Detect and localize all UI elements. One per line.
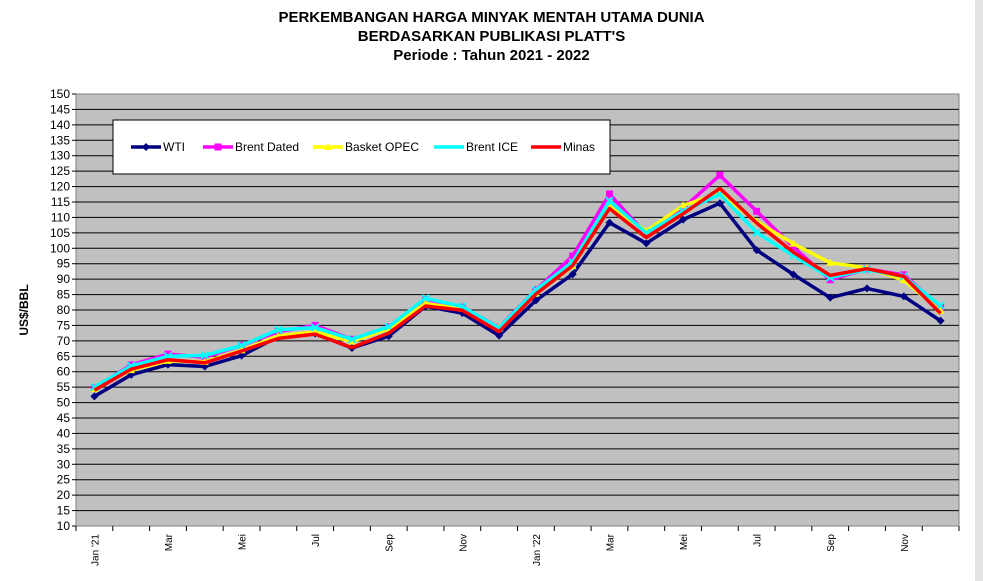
x-tick-label: Sep bbox=[826, 534, 837, 552]
legend-marker bbox=[324, 143, 332, 150]
data-point bbox=[826, 258, 835, 266]
data-point bbox=[679, 201, 688, 209]
series-line-4 bbox=[93, 192, 942, 389]
data-point bbox=[421, 294, 430, 303]
data-point bbox=[826, 276, 834, 284]
data-point bbox=[201, 353, 209, 361]
y-tick-label: 145 bbox=[50, 102, 70, 116]
chart-title: PERKEMBANGAN HARGA MINYAK MENTAH UTAMA D… bbox=[0, 8, 983, 65]
chart-title-line-2: BERDASARKAN PUBLIKASI PLATT'S bbox=[357, 28, 626, 45]
data-point bbox=[789, 270, 798, 279]
chart-title-line-3: Periode : Tahun 2021 - 2022 bbox=[393, 47, 590, 64]
data-point bbox=[752, 228, 761, 237]
y-tick-label: 35 bbox=[57, 442, 71, 456]
y-tick-label: 105 bbox=[50, 226, 70, 240]
data-point bbox=[753, 207, 761, 215]
y-tick-label: 75 bbox=[57, 318, 71, 332]
data-point bbox=[605, 218, 614, 227]
legend-label: Brent ICE bbox=[466, 140, 518, 154]
series-line-5 bbox=[93, 186, 942, 392]
legend-label: Basket OPEC bbox=[345, 140, 419, 154]
y-tick-label: 50 bbox=[57, 396, 71, 410]
data-point bbox=[789, 243, 797, 251]
y-tick-label: 135 bbox=[50, 133, 70, 147]
x-tick-label: Sep bbox=[385, 534, 396, 552]
data-point bbox=[90, 392, 99, 401]
legend-label: Brent Dated bbox=[235, 140, 299, 154]
data-point bbox=[605, 190, 613, 198]
y-tick-label: 80 bbox=[57, 303, 71, 317]
y-tick-label: 95 bbox=[57, 257, 71, 271]
legend-label: WTI bbox=[163, 140, 185, 154]
x-tick-label: Nov bbox=[900, 534, 911, 552]
y-tick-label: 70 bbox=[57, 334, 71, 348]
chart-title-line-1: PERKEMBANGAN HARGA MINYAK MENTAH UTAMA D… bbox=[278, 9, 705, 26]
data-point bbox=[899, 292, 908, 301]
data-point bbox=[237, 341, 246, 350]
y-tick-label: 55 bbox=[57, 380, 71, 394]
data-point bbox=[568, 270, 577, 279]
y-tick-label: 20 bbox=[57, 488, 71, 502]
data-point bbox=[311, 321, 319, 329]
data-point bbox=[789, 239, 798, 247]
y-tick-label: 60 bbox=[57, 365, 71, 379]
x-tick-label: Mar bbox=[164, 533, 175, 551]
y-tick-label: 65 bbox=[57, 349, 71, 363]
y-tick-label: 100 bbox=[50, 241, 70, 255]
window-edge bbox=[975, 0, 983, 581]
y-tick-label: 25 bbox=[57, 473, 71, 487]
y-tick-label: 120 bbox=[50, 180, 70, 194]
data-point bbox=[642, 239, 651, 248]
x-tick-label: Jul bbox=[753, 534, 764, 547]
y-tick-label: 85 bbox=[57, 288, 71, 302]
data-point bbox=[826, 293, 835, 302]
legend bbox=[112, 119, 611, 175]
data-point bbox=[274, 325, 283, 334]
data-point bbox=[715, 199, 724, 208]
data-point bbox=[237, 351, 246, 360]
y-tick-label: 15 bbox=[57, 504, 71, 518]
data-point bbox=[679, 215, 688, 224]
data-point bbox=[936, 301, 945, 310]
x-tick-label: Mei bbox=[238, 534, 249, 550]
x-tick-label: Jan '22 bbox=[532, 534, 543, 566]
data-point bbox=[200, 351, 209, 360]
y-tick-label: 10 bbox=[57, 519, 71, 533]
data-point bbox=[605, 196, 614, 205]
data-point bbox=[863, 284, 872, 293]
data-point bbox=[310, 323, 320, 332]
y-tick-label: 110 bbox=[51, 210, 70, 224]
y-tick-label: 45 bbox=[57, 411, 71, 425]
legend-marker bbox=[142, 143, 150, 151]
x-tick-label: Jan '21 bbox=[90, 534, 101, 566]
data-point bbox=[752, 246, 761, 255]
x-tick-label: Mei bbox=[679, 534, 690, 550]
x-tick-label: Mar bbox=[605, 533, 616, 551]
y-tick-label: 90 bbox=[57, 272, 71, 286]
y-tick-label: 40 bbox=[57, 426, 71, 440]
data-point bbox=[347, 335, 357, 344]
y-tick-label: 115 bbox=[51, 195, 70, 209]
x-tick-label: Jul bbox=[311, 534, 322, 547]
y-tick-label: 30 bbox=[57, 457, 71, 471]
data-point bbox=[495, 331, 504, 340]
y-tick-label: 125 bbox=[50, 164, 70, 178]
data-point bbox=[164, 350, 172, 358]
series-line-1 bbox=[93, 201, 942, 398]
data-point bbox=[936, 316, 945, 325]
y-tick-label: 150 bbox=[50, 87, 70, 101]
data-point bbox=[716, 171, 724, 179]
data-point bbox=[569, 252, 577, 260]
data-point bbox=[384, 322, 393, 331]
legend-marker bbox=[214, 143, 222, 151]
y-tick-label: 130 bbox=[50, 149, 70, 163]
y-axis-label: US$/BBL bbox=[17, 284, 31, 335]
x-tick-label: Nov bbox=[458, 534, 469, 552]
y-tick-label: 140 bbox=[50, 118, 70, 132]
legend-label: Minas bbox=[563, 140, 595, 154]
data-point bbox=[899, 276, 908, 284]
